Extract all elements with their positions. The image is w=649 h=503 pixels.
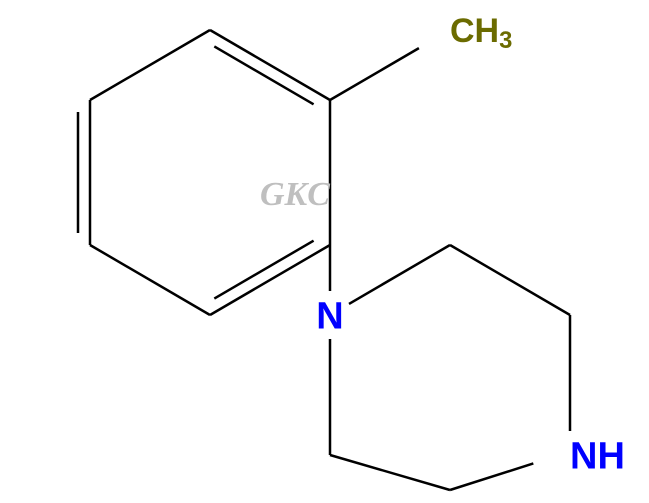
atom-label-CH3: CH3 (450, 12, 512, 54)
watermark-layer: GKC (260, 176, 330, 213)
bonds-layer (78, 30, 570, 490)
atom-label-N1: N (316, 295, 343, 337)
atom-label-N2: NH (570, 435, 625, 477)
watermark-text: GKC (260, 176, 330, 213)
molecule-diagram: CH3 N NH GKC (0, 0, 649, 503)
